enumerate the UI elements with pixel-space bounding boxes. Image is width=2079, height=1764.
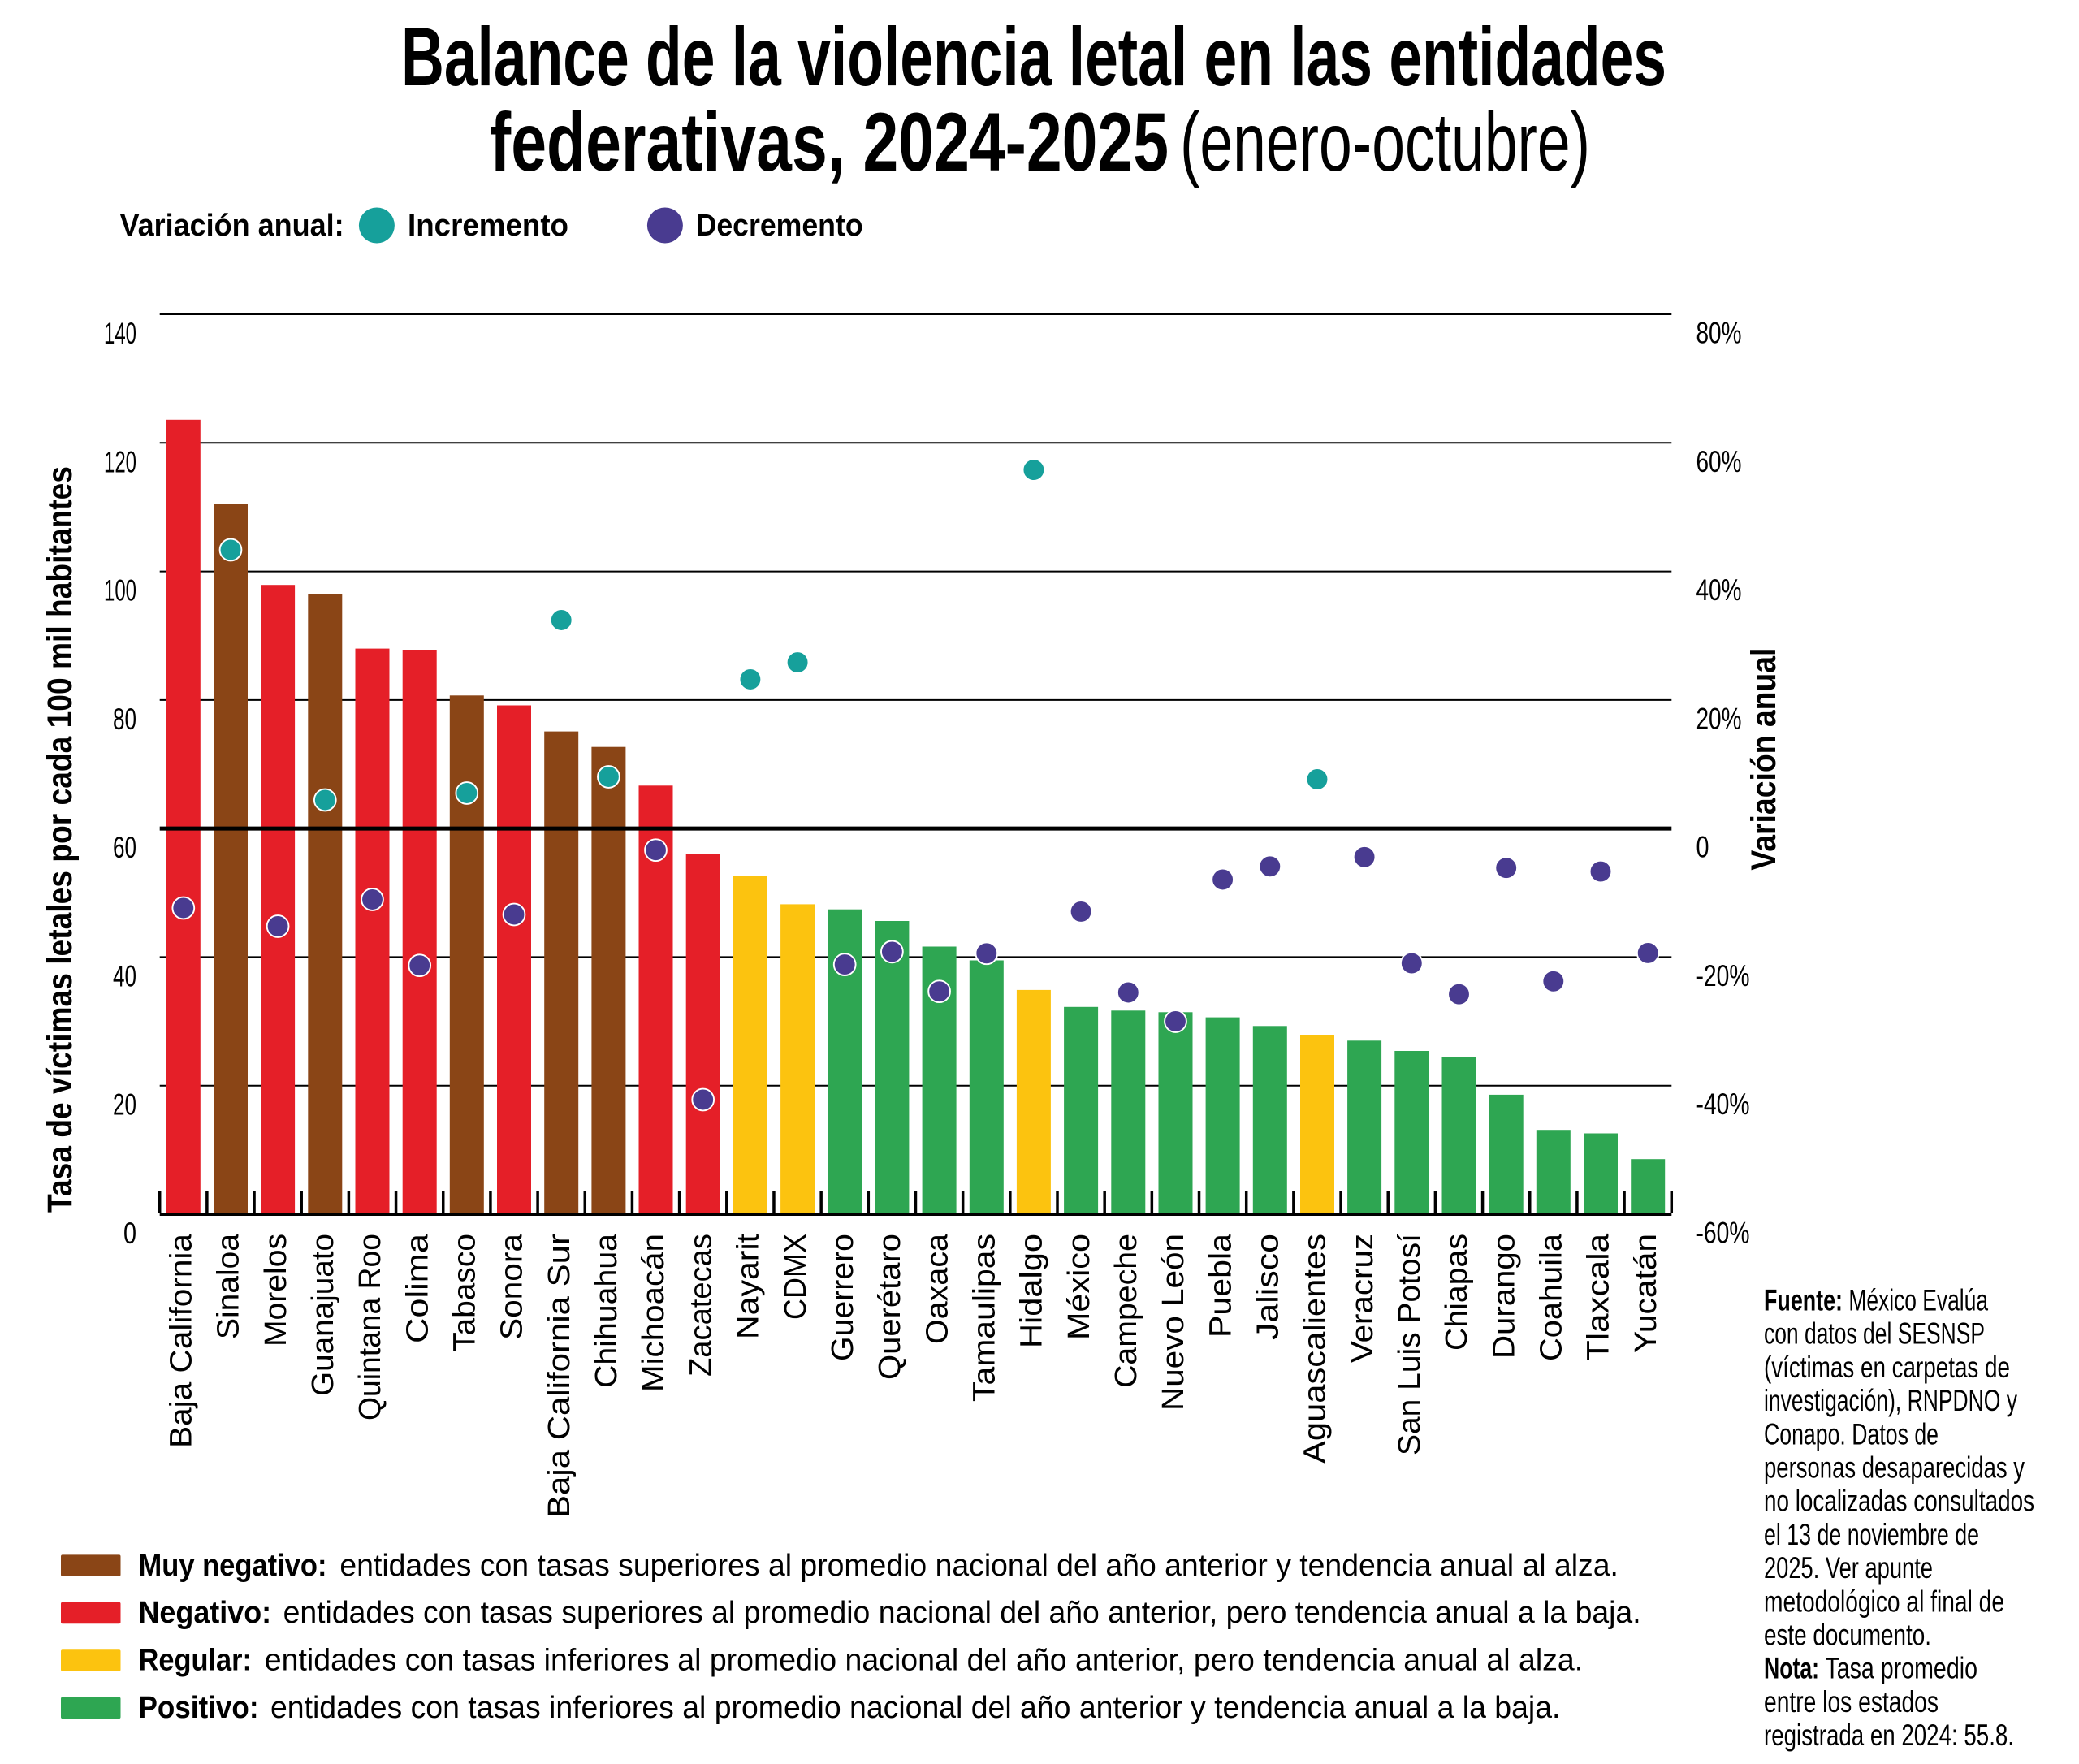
svg-text:Nayarit: Nayarit: [732, 1234, 766, 1339]
svg-text:Chiapas: Chiapas: [1440, 1234, 1474, 1351]
svg-text:Baja California: Baja California: [165, 1233, 199, 1448]
svg-text:0: 0: [123, 1217, 136, 1250]
svg-text:(enero-octubre): (enero-octubre): [1180, 96, 1590, 188]
svg-text:Fuente: México Evalúa: Fuente: México Evalúa: [1764, 1284, 1988, 1317]
svg-text:Tabasco: Tabasco: [448, 1234, 482, 1351]
svg-text:Hidalgo: Hidalgo: [1015, 1234, 1049, 1348]
svg-text:CDMX: CDMX: [779, 1234, 813, 1320]
svg-text:-20%: -20%: [1696, 959, 1750, 992]
svg-text:Coahuila: Coahuila: [1535, 1233, 1569, 1361]
svg-text:Muy negativo:: Muy negativo:: [139, 1549, 327, 1583]
svg-text:este documento.: este documento.: [1764, 1619, 1931, 1652]
svg-text:con datos del SESNSP: con datos del SESNSP: [1764, 1317, 1985, 1351]
svg-text:entidades con tasas inferiores: entidades con tasas inferiores al promed…: [265, 1644, 1583, 1678]
svg-text:Durango: Durango: [1487, 1234, 1521, 1359]
svg-text:Conapo. Datos de: Conapo. Datos de: [1764, 1417, 1939, 1451]
svg-text:Decremento: Decremento: [696, 209, 863, 243]
svg-text:Aguascalientes: Aguascalientes: [1299, 1234, 1333, 1464]
svg-text:Nota: Tasa promedio: Nota: Tasa promedio: [1764, 1652, 1977, 1685]
svg-text:Variación anual:: Variación anual:: [120, 209, 344, 243]
svg-text:Quintana Roo: Quintana Roo: [353, 1234, 387, 1420]
svg-text:Morelos: Morelos: [259, 1234, 293, 1347]
svg-text:2025. Ver apunte: 2025. Ver apunte: [1764, 1551, 1933, 1585]
svg-text:-60%: -60%: [1696, 1217, 1750, 1250]
svg-text:Guerrero: Guerrero: [826, 1234, 860, 1361]
svg-text:Tasa de víctimas letales por c: Tasa de víctimas letales por cada 100 mi…: [41, 466, 80, 1213]
svg-text:entre los estados: entre los estados: [1764, 1685, 1939, 1719]
svg-text:0: 0: [1696, 831, 1709, 864]
svg-text:Tamaulipas: Tamaulipas: [968, 1234, 1002, 1402]
svg-text:Zacatecas: Zacatecas: [684, 1234, 718, 1377]
svg-text:metodológico al final de: metodológico al final de: [1764, 1585, 2004, 1618]
svg-text:Yucatán: Yucatán: [1629, 1234, 1663, 1353]
svg-text:Sonora: Sonora: [495, 1233, 529, 1340]
svg-text:Baja California Sur: Baja California Sur: [542, 1234, 577, 1518]
svg-text:federativas, 2024-2025: federativas, 2024-2025: [490, 96, 1169, 188]
svg-text:Colima: Colima: [400, 1233, 434, 1343]
svg-text:San Luis Potosí: San Luis Potosí: [1393, 1234, 1427, 1455]
svg-text:México: México: [1062, 1234, 1096, 1340]
svg-text:Querétaro: Querétaro: [873, 1234, 907, 1380]
svg-text:80%: 80%: [1696, 317, 1742, 350]
svg-text:Incremento: Incremento: [408, 209, 568, 243]
svg-text:Jalisco: Jalisco: [1251, 1234, 1286, 1340]
svg-text:entidades con tasas superiores: entidades con tasas superiores al promed…: [339, 1549, 1619, 1583]
svg-text:Veracruz: Veracruz: [1346, 1234, 1380, 1363]
svg-text:Michoacán: Michoacán: [637, 1234, 671, 1392]
svg-text:Positivo:: Positivo:: [139, 1691, 259, 1725]
svg-text:Sinaloa: Sinaloa: [212, 1233, 246, 1339]
svg-text:20: 20: [113, 1088, 136, 1122]
svg-text:Oaxaca: Oaxaca: [920, 1233, 954, 1344]
svg-text:40: 40: [113, 959, 136, 992]
svg-text:entidades con tasas superiores: entidades con tasas superiores al promed…: [283, 1596, 1641, 1630]
svg-text:Guanajuato: Guanajuato: [306, 1234, 340, 1396]
svg-text:40%: 40%: [1696, 573, 1742, 607]
svg-text:Chihuahua: Chihuahua: [590, 1233, 624, 1388]
svg-text:120: 120: [104, 445, 136, 478]
svg-text:el 13 de noviembre de: el 13 de noviembre de: [1764, 1518, 1979, 1551]
svg-text:Tlaxcala: Tlaxcala: [1582, 1233, 1616, 1361]
svg-text:140: 140: [104, 317, 136, 350]
svg-text:Puebla: Puebla: [1204, 1233, 1238, 1338]
svg-text:registrada en 2024: 55.8.: registrada en 2024: 55.8.: [1764, 1719, 2014, 1752]
svg-text:80: 80: [113, 703, 136, 736]
svg-text:-40%: -40%: [1696, 1087, 1750, 1121]
svg-text:investigación), RNPDNO y: investigación), RNPDNO y: [1764, 1384, 2017, 1417]
svg-text:20%: 20%: [1696, 702, 1742, 735]
svg-text:60: 60: [113, 831, 136, 864]
svg-text:Nuevo León: Nuevo León: [1156, 1234, 1191, 1411]
svg-text:Regular:: Regular:: [139, 1644, 253, 1678]
svg-text:Balance de la violencia letal: Balance de la violencia letal en las ent…: [401, 11, 1666, 103]
svg-text:(víctimas en carpetas de: (víctimas en carpetas de: [1764, 1351, 2010, 1384]
svg-text:100: 100: [104, 574, 136, 607]
svg-text:Negativo:: Negativo:: [139, 1596, 272, 1630]
svg-text:Campeche: Campeche: [1109, 1234, 1143, 1388]
svg-text:Variación anual: Variación anual: [1744, 648, 1783, 871]
svg-text:entidades con tasas inferiores: entidades con tasas inferiores al promed…: [270, 1691, 1560, 1725]
svg-text:60%: 60%: [1696, 445, 1742, 478]
svg-text:personas desaparecidas y: personas desaparecidas y: [1764, 1451, 2025, 1485]
svg-text:no localizadas consultados: no localizadas consultados: [1764, 1485, 2034, 1518]
